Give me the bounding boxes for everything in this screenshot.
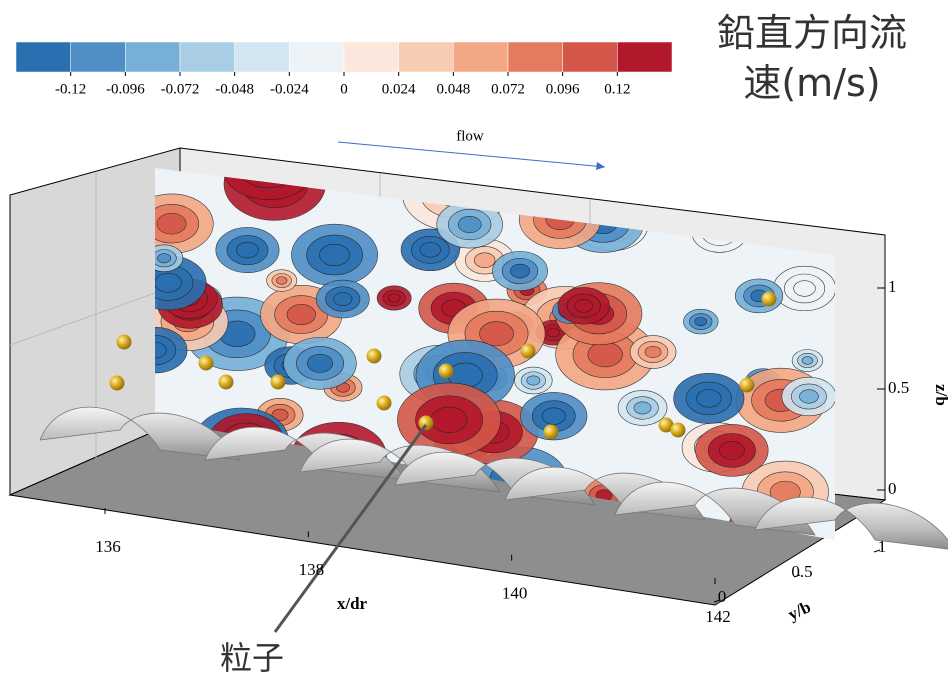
- z-tick-label: 0: [888, 479, 897, 498]
- colorbar-swatch: [453, 42, 508, 72]
- y-tick-label: 1: [878, 537, 887, 556]
- colorbar-swatch: [125, 42, 180, 72]
- contour-blob: [575, 299, 593, 312]
- z-tick-label: 1: [888, 277, 897, 296]
- contour-blob: [388, 294, 400, 303]
- contour-blob: [794, 281, 816, 297]
- contour-blob: [515, 162, 550, 187]
- contour-blob: [474, 253, 495, 268]
- contour-blob: [333, 292, 352, 305]
- contour-blob: [634, 402, 651, 414]
- figure: flow 粒子 鉛直方向流 速(m/s) x/dr y/b z/b -0.12 -…: [0, 0, 948, 684]
- x-tick-label: 138: [299, 560, 325, 579]
- particle: [521, 344, 536, 359]
- colorbar-swatch: [563, 42, 618, 72]
- x-tick-label: 136: [95, 537, 121, 556]
- colorbar-title: 鉛直方向流: [717, 11, 907, 55]
- colorbar-swatch: [344, 42, 399, 72]
- particle: [110, 376, 125, 391]
- contour-blob: [157, 213, 186, 234]
- colorbar-swatch: [16, 42, 71, 72]
- contour-blob: [802, 357, 813, 365]
- colorbar-tick-label: 0.096: [546, 81, 580, 97]
- y-tick-label: 0.5: [791, 562, 812, 581]
- colorbar-tick-label: 0.024: [382, 81, 416, 97]
- particle: [377, 396, 392, 411]
- contour-blob: [527, 376, 540, 385]
- particle: [199, 356, 214, 371]
- colorbar-tick-label: 0.12: [604, 81, 630, 97]
- colorbar-swatch: [289, 42, 344, 72]
- contour-blob: [799, 390, 818, 404]
- particle: [219, 375, 234, 390]
- colorbar-tick-label: -0.024: [270, 81, 309, 97]
- contour-blob: [645, 346, 661, 358]
- colorbar-swatch: [399, 42, 454, 72]
- contour-blob: [431, 407, 467, 433]
- flow-arrow: [338, 142, 605, 167]
- colorbar-swatch: [617, 42, 672, 72]
- contour-blob: [542, 408, 565, 425]
- colorbar-tick-label: 0.072: [491, 81, 525, 97]
- colorbar-tick-label: 0: [340, 81, 348, 97]
- particle: [367, 349, 382, 364]
- y-tick-label: 0: [718, 587, 727, 606]
- colorbar-title: 速(m/s): [743, 61, 880, 105]
- contour-blob: [458, 216, 481, 232]
- z-tick-label: 0.5: [888, 378, 909, 397]
- particle: [439, 364, 454, 379]
- colorbar-swatch: [235, 42, 290, 72]
- particle: [419, 416, 434, 431]
- particle-label: 粒子: [220, 639, 284, 677]
- contour-blob: [588, 342, 623, 367]
- contour-blob: [719, 441, 744, 459]
- particle: [544, 425, 559, 440]
- colorbar-tick-label: -0.096: [106, 81, 145, 97]
- colorbar-swatch: [71, 42, 126, 72]
- x-tick-label: 140: [502, 584, 528, 603]
- contour-blob: [155, 273, 182, 292]
- x-axis-label: x/dr: [337, 594, 368, 613]
- contour-blob: [523, 167, 542, 180]
- z-axis-label: z/b: [932, 384, 948, 406]
- contour-blob: [505, 155, 558, 193]
- colorbar-tick-label: -0.048: [215, 81, 254, 97]
- contour-blob: [236, 242, 258, 258]
- title-line: 鉛直方向流: [717, 11, 907, 55]
- contour-blob: [480, 322, 514, 346]
- flow-arrow-head: [596, 162, 605, 170]
- flow-label: flow: [456, 128, 484, 144]
- contour-blob: [158, 254, 171, 263]
- contour-blob: [510, 264, 529, 278]
- contour-blob: [420, 243, 441, 258]
- contour-blob: [547, 328, 559, 337]
- contour-blob: [695, 317, 707, 326]
- contour-blob: [697, 390, 722, 408]
- particle: [671, 423, 686, 438]
- contour-blob: [307, 354, 332, 372]
- particle: [271, 375, 286, 390]
- x-tick-label: 142: [705, 607, 731, 626]
- contour-blob: [276, 277, 287, 285]
- colorbar-tick-label: -0.072: [161, 81, 200, 97]
- particle: [762, 292, 777, 307]
- particle: [740, 378, 755, 393]
- title-line: 速(m/s): [743, 61, 880, 105]
- colorbar-swatch: [180, 42, 235, 72]
- colorbar-tick-label: 0.048: [436, 81, 470, 97]
- contour-blob: [319, 244, 349, 266]
- y-axis-label: y/b: [785, 597, 814, 624]
- contour-blob: [287, 304, 316, 324]
- colorbar-swatch: [508, 42, 563, 72]
- colorbar-tick-label: -0.12: [55, 81, 86, 97]
- particle: [117, 335, 132, 350]
